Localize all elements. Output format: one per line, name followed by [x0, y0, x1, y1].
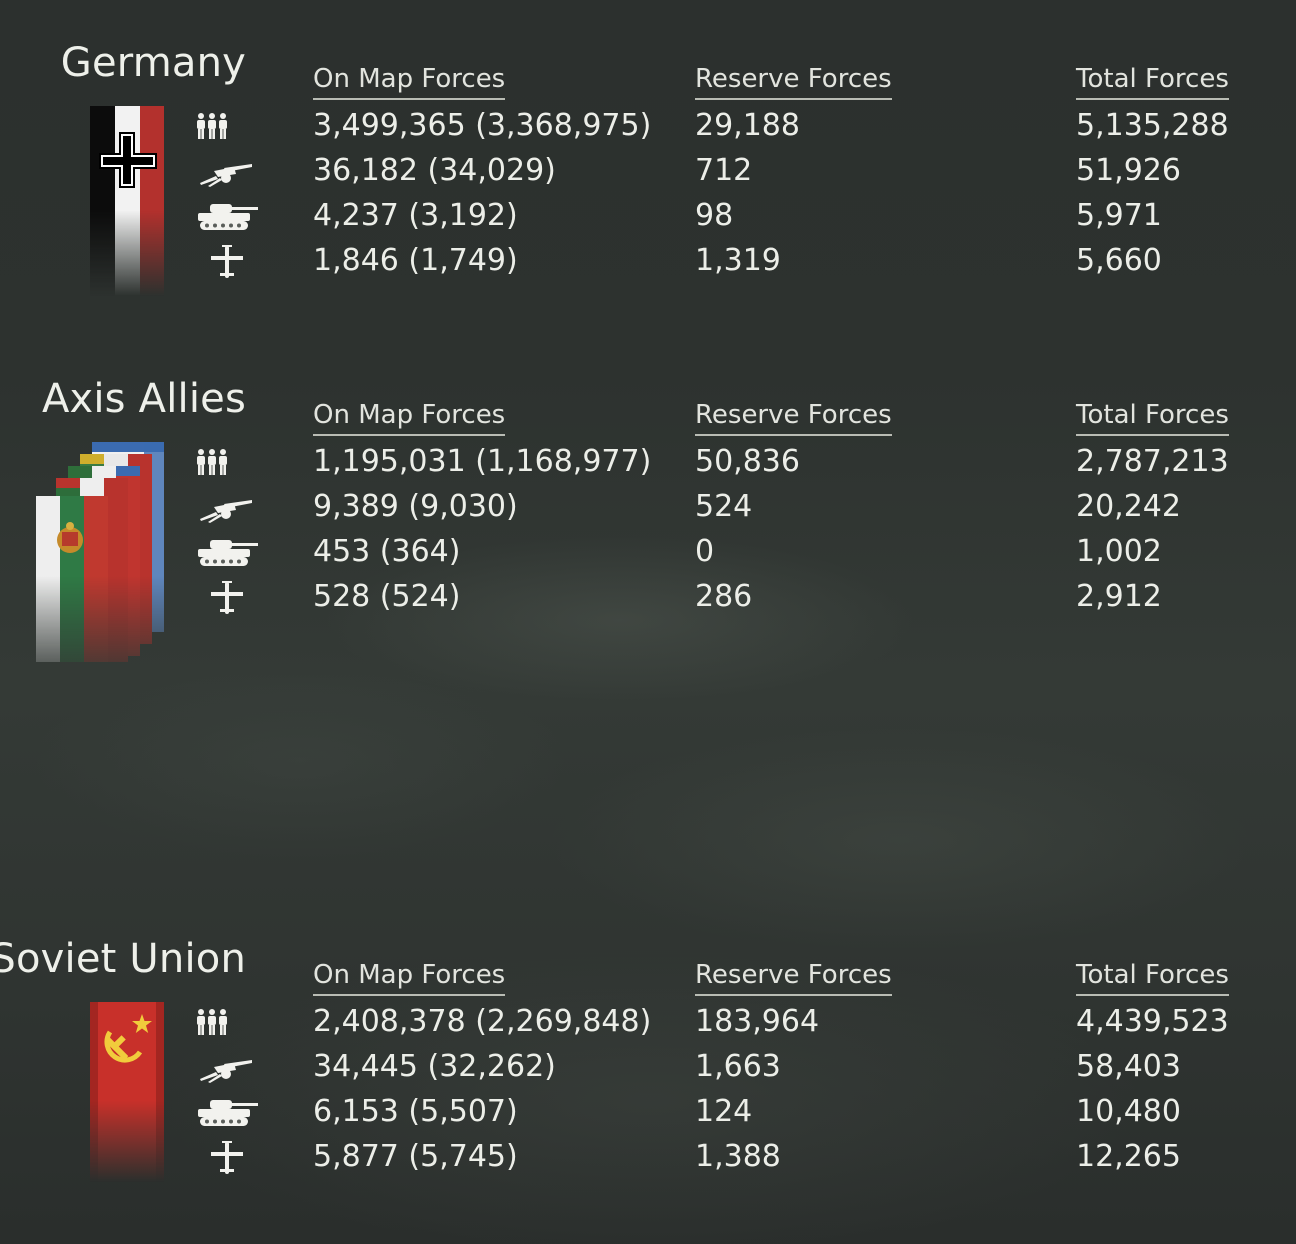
- on-map-value: 528 (524): [313, 579, 461, 614]
- section-title: Germany: [60, 40, 246, 86]
- total-value: 12,265: [1076, 1139, 1181, 1174]
- reserve-value: 1,388: [695, 1139, 781, 1174]
- total-value: 10,480: [1076, 1094, 1181, 1129]
- reserve-value: 1,319: [695, 243, 781, 278]
- on-map-value: 4,237 (3,192): [313, 198, 518, 233]
- axis-allies-section: Axis Allies: [0, 376, 1296, 686]
- on-map-forces-header: On Map Forces: [313, 64, 506, 100]
- reserve-forces-header: Reserve Forces: [695, 400, 892, 436]
- on-map-forces-header: On Map Forces: [313, 960, 506, 996]
- soviet-flag-icon: [90, 1002, 164, 1186]
- reserve-value: 712: [695, 153, 753, 188]
- on-map-value: 453 (364): [313, 534, 461, 569]
- total-value: 5,971: [1076, 198, 1162, 233]
- reserve-value: 29,188: [695, 108, 800, 143]
- reserve-value: 524: [695, 489, 753, 524]
- total-forces-header: Total Forces: [1076, 64, 1229, 100]
- on-map-value: 2,408,378 (2,269,848): [313, 1004, 652, 1039]
- reserve-value: 50,836: [695, 444, 800, 479]
- reserve-value: 183,964: [695, 1004, 820, 1039]
- tank-icon: [194, 1095, 260, 1131]
- reserve-value: 98: [695, 198, 734, 233]
- soviet-union-section: Soviet Union On Map Forces Reserve Forces…: [0, 936, 1296, 1206]
- total-value: 51,926: [1076, 153, 1181, 188]
- reserve-value: 0: [695, 534, 715, 569]
- total-value: 1,002: [1076, 534, 1162, 569]
- total-forces-header: Total Forces: [1076, 400, 1229, 436]
- on-map-value: 6,153 (5,507): [313, 1094, 518, 1129]
- germany-flag-icon: [90, 106, 164, 300]
- aircraft-icon: [194, 1140, 260, 1176]
- tank-icon: [194, 535, 260, 571]
- on-map-value: 3,499,365 (3,368,975): [313, 108, 652, 143]
- reserve-value: 1,663: [695, 1049, 781, 1084]
- gun-icon: [194, 490, 260, 526]
- total-value: 20,242: [1076, 489, 1181, 524]
- gun-icon: [194, 1050, 260, 1086]
- on-map-value: 9,389 (9,030): [313, 489, 518, 524]
- tank-icon: [194, 199, 260, 235]
- on-map-value: 1,846 (1,749): [313, 243, 518, 278]
- total-forces-header: Total Forces: [1076, 960, 1229, 996]
- aircraft-icon: [194, 244, 260, 280]
- reserve-value: 124: [695, 1094, 753, 1129]
- gun-icon: [194, 154, 260, 190]
- section-title: Axis Allies: [41, 376, 246, 422]
- infantry-icon: [194, 445, 260, 481]
- on-map-forces-header: On Map Forces: [313, 400, 506, 436]
- reserve-value: 286: [695, 579, 753, 614]
- aircraft-icon: [194, 580, 260, 616]
- section-title: Soviet Union: [0, 936, 246, 982]
- on-map-value: 5,877 (5,745): [313, 1139, 518, 1174]
- total-value: 58,403: [1076, 1049, 1181, 1084]
- total-value: 2,912: [1076, 579, 1162, 614]
- reserve-forces-header: Reserve Forces: [695, 64, 892, 100]
- total-value: 4,439,523: [1076, 1004, 1229, 1039]
- infantry-icon: [194, 1005, 260, 1041]
- axis-allies-flags-icon: [34, 442, 166, 686]
- total-value: 2,787,213: [1076, 444, 1229, 479]
- on-map-value: 34,445 (32,262): [313, 1049, 556, 1084]
- on-map-value: 1,195,031 (1,168,977): [313, 444, 652, 479]
- infantry-icon: [194, 109, 260, 145]
- on-map-value: 36,182 (34,029): [313, 153, 556, 188]
- total-value: 5,660: [1076, 243, 1162, 278]
- reserve-forces-header: Reserve Forces: [695, 960, 892, 996]
- total-value: 5,135,288: [1076, 108, 1229, 143]
- germany-section: Germany On Map Forces Reserve Forces Total…: [0, 40, 1296, 310]
